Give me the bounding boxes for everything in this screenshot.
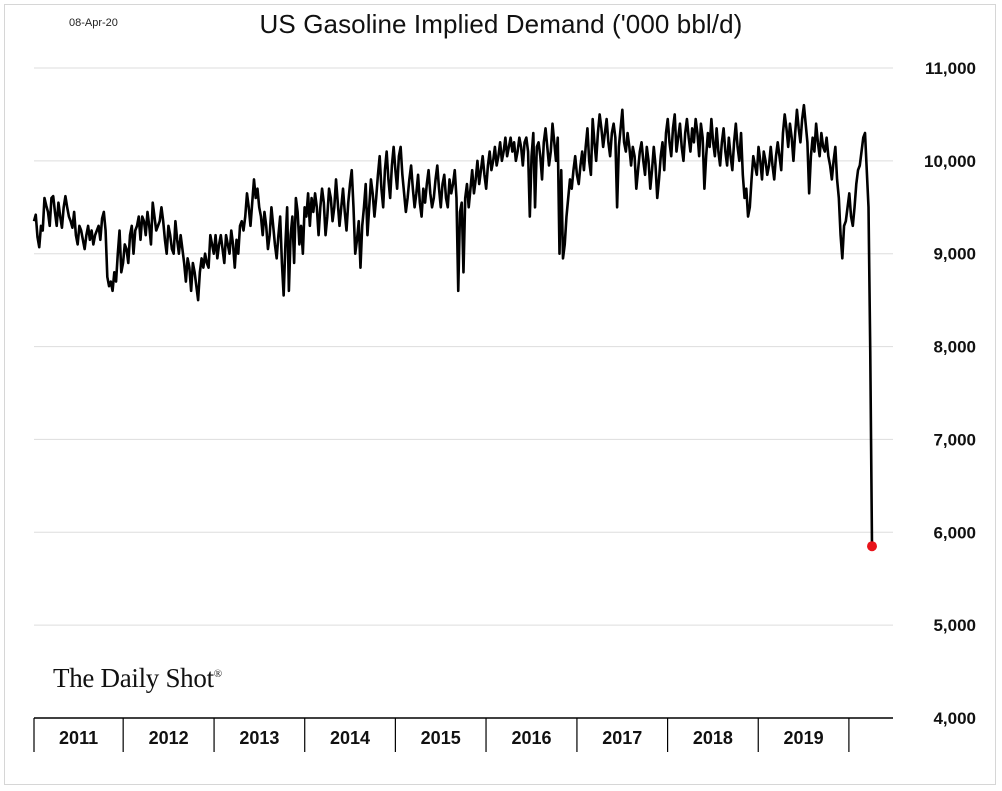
y-tick-label: 9,000 [933,245,976,264]
x-tick-label: 2017 [602,728,642,748]
watermark-text: The Daily Shot [53,663,214,693]
y-tick-label: 8,000 [933,338,976,357]
watermark-logo: The Daily Shot® [53,663,222,694]
x-tick-label: 2019 [784,728,824,748]
x-tick-label: 2014 [330,728,370,748]
y-axis: 4,000 5,000 6,000 7,000 8,000 9,000 10,000 11,0… [924,59,976,728]
x-tick-label: 2018 [693,728,733,748]
y-tick-label: 11,000 [925,59,976,78]
series-line [32,103,874,547]
y-tick-label: 10,000 [924,152,976,171]
date-stamp: 08-Apr-20 [69,17,118,29]
x-axis: 2011 2012 2013 2014 2015 2016 2017 2018 2019 [33,717,893,752]
x-tick-label: 2016 [511,728,551,748]
y-tick-label: 4,000 [933,709,976,728]
chart-title: US Gasoline Implied Demand ('000 bbl/d) [259,9,743,39]
watermark-registered: ® [213,668,222,680]
last-point-marker [867,541,877,552]
x-tick-label: 2012 [149,728,189,748]
x-tick-label: 2015 [421,728,461,748]
y-tick-label: 5,000 [933,616,976,635]
y-tick-label: 7,000 [933,430,976,449]
chart-frame [4,4,996,785]
series-group [32,103,877,552]
x-tick-label: 2013 [239,728,279,748]
x-tick-label: 2011 [59,728,98,748]
gridlines [34,67,893,626]
y-tick-label: 6,000 [933,523,976,542]
